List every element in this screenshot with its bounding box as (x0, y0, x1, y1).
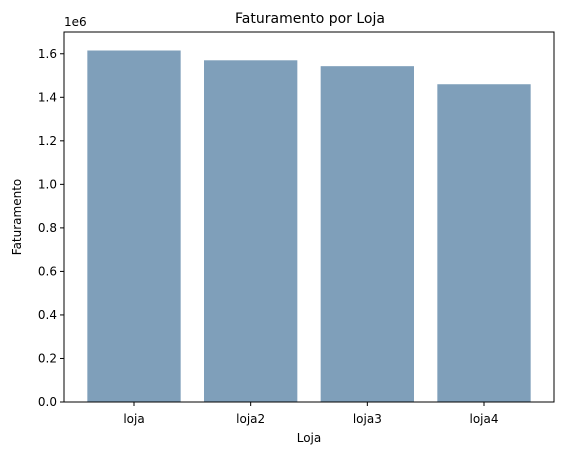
chart-title: Faturamento por Loja (235, 11, 385, 27)
x-tick-label: loja4 (470, 412, 499, 426)
y-tick-label: 1.0 (38, 177, 57, 191)
x-tick-label: loja3 (353, 412, 382, 426)
y-axis-ticks: 0.0 0.2 0.4 0.6 0.8 1.0 1.2 1.4 1.6 (38, 47, 64, 409)
plot-frame (63, 31, 555, 403)
y-tick-label: 1.2 (38, 134, 57, 148)
x-axis-ticks: loja loja2 loja3 loja4 (123, 402, 499, 426)
y-tick-label: 1.6 (38, 47, 57, 61)
y-offset-label: 1e6 (64, 15, 87, 29)
y-tick-label: 0.8 (38, 221, 57, 235)
y-tick-label: 0.4 (38, 308, 57, 322)
bar-loja2 (204, 60, 298, 402)
x-tick-label: loja (123, 412, 144, 426)
y-tick-label: 0.2 (38, 351, 57, 365)
bars-group (87, 50, 531, 402)
bar-loja3 (320, 66, 414, 402)
y-axis-label: Faturamento (10, 179, 24, 255)
y-tick-label: 0.0 (38, 395, 57, 409)
y-tick-label: 0.6 (38, 264, 57, 278)
y-tick-label: 1.4 (38, 90, 57, 104)
x-tick-label: loja2 (236, 412, 265, 426)
x-axis-label: Loja (297, 431, 322, 445)
bar-loja (87, 50, 181, 402)
bar-loja4 (437, 84, 531, 402)
